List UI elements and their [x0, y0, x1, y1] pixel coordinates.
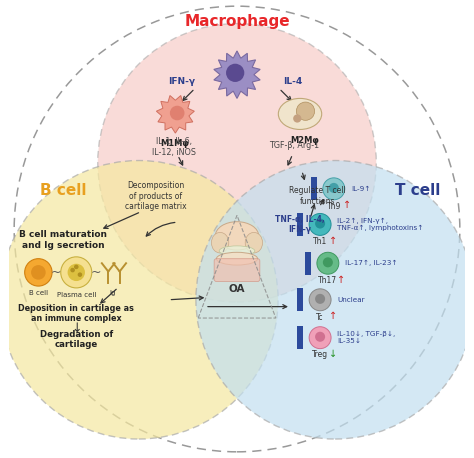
Text: IL-2↑, IFN-γ↑,
TNF-α↑, lymphotoxins↑: IL-2↑, IFN-γ↑, TNF-α↑, lymphotoxins↑ [337, 218, 424, 231]
Text: B cell maturation
and Ig secretion: B cell maturation and Ig secretion [19, 230, 108, 250]
Text: TGF-β, Arg-1: TGF-β, Arg-1 [270, 142, 319, 150]
Polygon shape [156, 96, 194, 133]
Circle shape [68, 264, 85, 281]
Text: ~: ~ [91, 266, 101, 279]
Circle shape [293, 114, 301, 123]
Text: ↓: ↓ [71, 322, 82, 335]
Text: Degradation of
cartilage: Degradation of cartilage [40, 330, 113, 349]
Text: ↑: ↑ [329, 311, 337, 321]
Circle shape [309, 327, 331, 349]
Ellipse shape [211, 232, 229, 253]
FancyBboxPatch shape [214, 259, 260, 282]
Circle shape [323, 257, 333, 267]
Text: M1Mφ: M1Mφ [160, 139, 189, 147]
FancyBboxPatch shape [297, 326, 303, 349]
Text: Th9: Th9 [327, 202, 341, 211]
Text: Tc: Tc [316, 312, 324, 322]
Text: IL-17↑, IL-23↑: IL-17↑, IL-23↑ [345, 260, 398, 266]
Text: IL-4: IL-4 [283, 77, 302, 87]
Circle shape [226, 64, 244, 82]
FancyBboxPatch shape [305, 252, 311, 275]
Circle shape [74, 265, 79, 269]
Text: IL-10↓, TGF-β↓,
IL-35↓: IL-10↓, TGF-β↓, IL-35↓ [337, 331, 396, 344]
Circle shape [309, 289, 331, 311]
Circle shape [70, 268, 75, 273]
Circle shape [25, 259, 52, 286]
Circle shape [196, 160, 474, 439]
FancyBboxPatch shape [297, 289, 303, 311]
Circle shape [31, 265, 46, 280]
Text: ↑: ↑ [329, 236, 337, 246]
Circle shape [170, 106, 184, 120]
FancyBboxPatch shape [297, 213, 303, 236]
Text: TNF-α, IL-4,
IFN-γ: TNF-α, IL-4, IFN-γ [275, 215, 325, 234]
Ellipse shape [219, 246, 255, 256]
Ellipse shape [245, 232, 263, 253]
Text: ↑: ↑ [337, 275, 345, 285]
Polygon shape [214, 51, 260, 98]
Circle shape [315, 294, 325, 304]
Circle shape [61, 257, 92, 288]
Text: IL-9↑: IL-9↑ [351, 186, 371, 192]
Text: Deposition in cartilage as
an immune complex: Deposition in cartilage as an immune com… [18, 304, 134, 323]
Text: IFN-γ: IFN-γ [168, 77, 195, 87]
Text: ↓: ↓ [329, 349, 337, 359]
Circle shape [98, 23, 376, 302]
Text: ~: ~ [50, 266, 61, 279]
Text: Treg: Treg [312, 350, 328, 360]
Text: IL-1, IL-6,
IL-12, iNOS: IL-1, IL-6, IL-12, iNOS [152, 137, 196, 157]
Text: Decomposition
of products of
cartilage matrix: Decomposition of products of cartilage m… [125, 181, 187, 211]
Circle shape [309, 213, 331, 235]
Circle shape [323, 178, 345, 200]
Circle shape [0, 160, 278, 439]
Text: Ig: Ig [109, 290, 116, 296]
Ellipse shape [215, 222, 259, 250]
Circle shape [296, 102, 315, 120]
Text: B cell: B cell [29, 290, 48, 296]
Text: OA: OA [229, 284, 245, 294]
Circle shape [78, 273, 82, 277]
Text: M2Mφ: M2Mφ [290, 136, 319, 145]
Text: Macrophage: Macrophage [184, 14, 290, 29]
Text: Plasma cell: Plasma cell [56, 292, 96, 298]
Circle shape [317, 252, 339, 274]
FancyBboxPatch shape [310, 177, 317, 200]
Circle shape [315, 218, 325, 229]
Text: B cell: B cell [40, 183, 87, 198]
Ellipse shape [217, 252, 257, 265]
Text: Unclear: Unclear [337, 297, 365, 303]
Text: Th17: Th17 [319, 276, 337, 285]
Text: T cell: T cell [395, 183, 440, 198]
Text: ↑: ↑ [343, 200, 351, 210]
Circle shape [329, 183, 339, 193]
Text: Regulate T cell
functions: Regulate T cell functions [289, 186, 346, 206]
Ellipse shape [278, 98, 322, 130]
Text: Th1: Th1 [313, 237, 327, 246]
Circle shape [315, 332, 325, 342]
